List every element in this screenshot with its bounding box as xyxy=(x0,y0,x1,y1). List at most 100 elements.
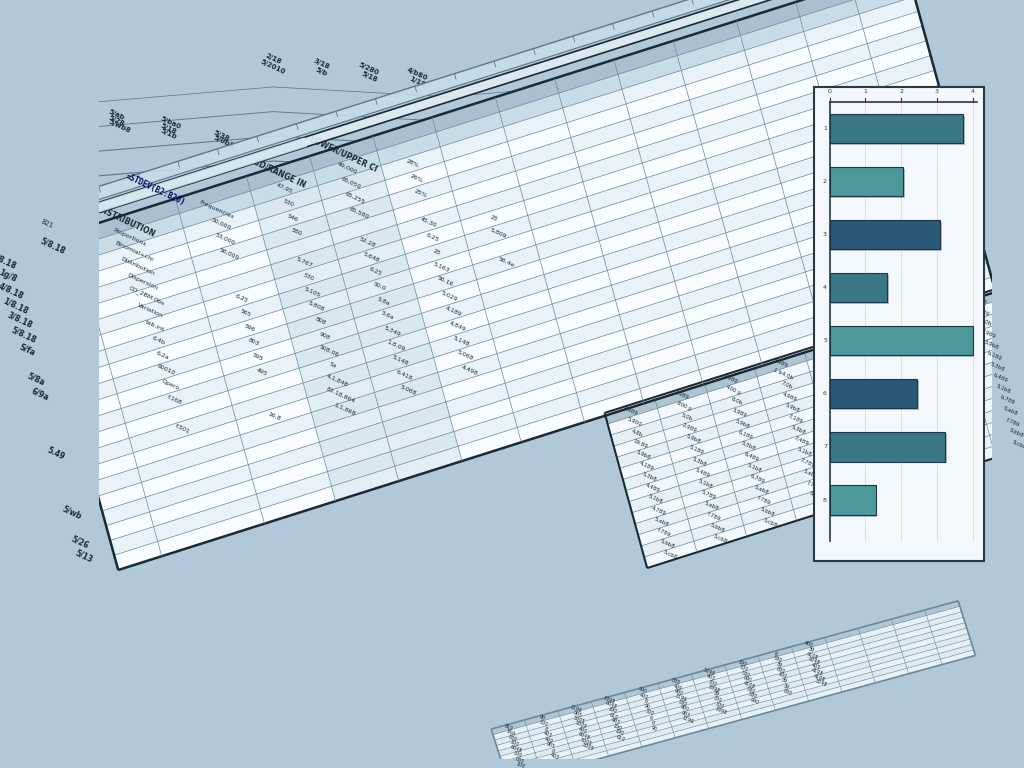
Text: 6048: 6048 xyxy=(509,744,522,753)
Text: 6.25: 6.25 xyxy=(369,266,383,276)
Text: 3,989: 3,989 xyxy=(772,358,788,369)
Polygon shape xyxy=(61,85,943,378)
Text: 5,cb8: 5,cb8 xyxy=(812,502,827,513)
Text: 190: 190 xyxy=(612,723,623,731)
Text: Variation: Variation xyxy=(136,303,164,319)
Text: 5,bb8: 5,bb8 xyxy=(958,443,975,455)
Text: 8: 8 xyxy=(823,498,827,502)
Text: 6: 6 xyxy=(648,715,653,720)
Polygon shape xyxy=(616,331,1018,468)
Text: 5/8a: 5/8a xyxy=(26,372,46,387)
Text: 400: 400 xyxy=(578,727,588,735)
Text: 6.2a: 6.2a xyxy=(155,350,170,360)
Text: 1196: 1196 xyxy=(568,704,582,713)
Text: 530: 530 xyxy=(302,272,314,282)
Polygon shape xyxy=(247,136,462,502)
Polygon shape xyxy=(68,137,307,222)
Text: 4,1,848: 4,1,848 xyxy=(325,373,348,388)
Text: 5,3b8: 5,3b8 xyxy=(791,424,807,435)
Polygon shape xyxy=(24,0,983,236)
Text: b,789: b,789 xyxy=(998,394,1015,406)
Text: 908: 908 xyxy=(318,331,331,341)
Text: 7,989: 7,989 xyxy=(825,353,842,364)
Text: 5/26: 5/26 xyxy=(71,534,91,550)
Polygon shape xyxy=(626,364,1024,502)
Text: 5,1b8: 5,1b8 xyxy=(746,462,763,473)
Text: 3,989: 3,989 xyxy=(731,407,748,418)
Polygon shape xyxy=(33,0,914,274)
Text: 90: 90 xyxy=(539,714,546,721)
Text: 800 p: 800 p xyxy=(676,400,692,412)
Text: 1: 1 xyxy=(823,126,827,131)
Text: TNA: TNA xyxy=(505,729,516,737)
Text: 1898: 1898 xyxy=(602,695,615,704)
Bar xyxy=(829,432,945,462)
Text: 5,9b8: 5,9b8 xyxy=(884,370,900,382)
Polygon shape xyxy=(492,601,976,768)
Text: 9,489: 9,489 xyxy=(893,404,909,415)
Polygon shape xyxy=(604,286,1024,568)
Text: 5,cb8: 5,cb8 xyxy=(762,518,778,528)
Text: 300: 300 xyxy=(714,701,725,709)
Text: 39: 39 xyxy=(712,690,720,697)
Text: 5,0b: 5,0b xyxy=(680,412,693,422)
Text: =STDEV(B2:B20): =STDEV(B2:B20) xyxy=(124,172,186,207)
Text: 2: 2 xyxy=(823,179,827,184)
Text: 5/18: 5/18 xyxy=(360,71,378,84)
Text: 5: 5 xyxy=(823,338,827,343)
Text: 546: 546 xyxy=(286,213,299,223)
Text: 903: 903 xyxy=(610,717,621,726)
Text: 5/8.18: 5/8.18 xyxy=(0,251,17,271)
Text: 5,1b8: 5,1b8 xyxy=(697,478,714,489)
Text: 6,0b: 6,0b xyxy=(730,396,743,406)
Text: 2: 2 xyxy=(899,89,903,94)
Text: 90: 90 xyxy=(650,725,658,732)
Bar xyxy=(829,167,903,196)
Polygon shape xyxy=(90,188,971,482)
Text: Dispersion: Dispersion xyxy=(126,272,159,291)
Polygon shape xyxy=(41,12,923,304)
Text: 900: 900 xyxy=(679,705,689,713)
Text: 400 p: 400 p xyxy=(725,385,741,396)
Text: 3/8.18: 3/8.18 xyxy=(5,310,34,330)
Text: 5,989: 5,989 xyxy=(831,375,848,386)
Bar xyxy=(829,220,940,249)
Text: 6048: 6048 xyxy=(578,731,591,741)
Text: 8: 8 xyxy=(543,726,548,732)
Text: B21: B21 xyxy=(40,219,53,230)
Text: f,168: f,168 xyxy=(166,394,182,406)
Text: 830: 830 xyxy=(507,734,517,742)
Text: 400: 400 xyxy=(544,736,554,744)
Text: 56.16: 56.16 xyxy=(436,276,454,288)
Bar xyxy=(831,381,919,410)
Bar xyxy=(829,326,973,356)
Text: 100: 100 xyxy=(515,761,526,768)
Text: 3: 3 xyxy=(823,232,827,237)
Text: 8,789: 8,789 xyxy=(849,442,865,453)
Text: 830: 830 xyxy=(514,756,524,764)
Bar xyxy=(831,169,905,198)
Text: 7,989: 7,989 xyxy=(972,294,988,306)
Polygon shape xyxy=(620,342,1021,479)
Polygon shape xyxy=(610,309,1012,446)
Text: 3: 3 xyxy=(935,89,939,94)
Text: 16.8: 16.8 xyxy=(266,411,281,422)
Text: 7,989: 7,989 xyxy=(931,343,947,355)
Text: 4,849: 4,849 xyxy=(449,320,466,332)
Text: 1898: 1898 xyxy=(715,706,728,715)
Text: 5/ba0: 5/ba0 xyxy=(160,115,182,130)
Text: 6048: 6048 xyxy=(604,700,617,710)
Polygon shape xyxy=(607,298,1009,435)
Polygon shape xyxy=(78,144,959,437)
Text: 508.06: 508.06 xyxy=(317,344,339,358)
Text: 403: 403 xyxy=(542,730,553,739)
Text: 8,489: 8,489 xyxy=(843,419,859,431)
Polygon shape xyxy=(641,419,1024,557)
Text: 6.25: 6.25 xyxy=(426,232,440,243)
Text: 4,989: 4,989 xyxy=(623,405,639,416)
Polygon shape xyxy=(29,0,910,260)
Text: 400: 400 xyxy=(639,692,649,700)
Text: f,789: f,789 xyxy=(906,449,921,458)
Text: 5,1b8: 5,1b8 xyxy=(647,494,664,505)
Text: 5/b: 5/b xyxy=(314,67,328,78)
